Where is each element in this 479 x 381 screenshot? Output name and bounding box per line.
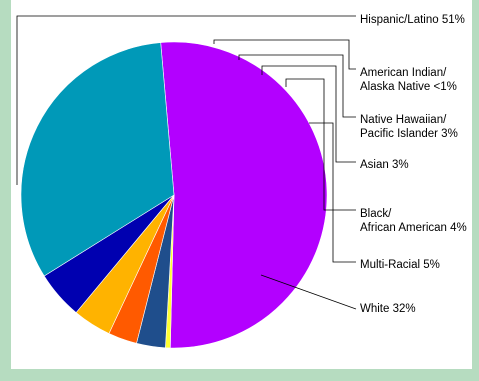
slice-label: Hispanic/Latino 51% [360,14,465,26]
pie-slice [20,42,175,277]
leader-line [238,54,356,118]
slice-label: Asian 3% [360,159,409,171]
chart-panel: Hispanic/Latino 51% American Indian/Alask… [11,0,472,369]
slice-label: Native Hawaiian/ [360,114,447,126]
pie-slice [160,41,328,349]
slice-label: Pacific Islander 3% [360,128,458,140]
leader-line [261,65,356,163]
pie-chart: Hispanic/Latino 51% American Indian/Alask… [16,14,467,349]
slice-label: Alaska Native <1% [360,81,457,93]
leader-line [309,122,356,263]
slice-label: Black/ [360,208,392,220]
slice-label: American Indian/ [360,67,447,79]
slice-label: Multi-Racial 5% [360,259,440,271]
slice-label: White 32% [360,303,416,315]
leader-line [213,39,356,70]
leader-line [260,274,357,310]
leader-line [16,15,356,185]
slice-label: African American 4% [360,222,467,234]
leader-line [285,78,356,211]
